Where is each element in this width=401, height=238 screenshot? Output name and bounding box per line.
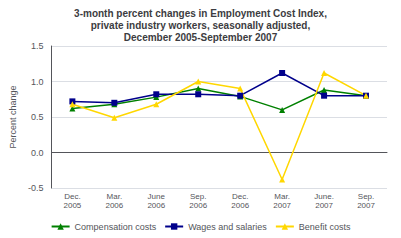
- svg-text:-0.5: -0.5: [28, 183, 44, 193]
- svg-text:Percent change: Percent change: [8, 85, 18, 148]
- svg-text:Mar.: Mar.: [107, 192, 123, 201]
- svg-text:Compensation costs: Compensation costs: [75, 222, 157, 232]
- svg-text:2006: 2006: [105, 201, 123, 210]
- svg-text:2007: 2007: [315, 201, 333, 210]
- svg-text:0.0: 0.0: [31, 148, 44, 158]
- svg-text:2006: 2006: [147, 201, 165, 210]
- svg-text:Wages and salaries: Wages and salaries: [188, 222, 267, 232]
- svg-text:Dec.: Dec.: [232, 192, 248, 201]
- svg-text:1.0: 1.0: [31, 77, 44, 87]
- svg-text:0.5: 0.5: [31, 112, 44, 122]
- svg-text:Benefit costs: Benefit costs: [299, 222, 351, 232]
- svg-text:1.5: 1.5: [31, 41, 44, 51]
- svg-text:Sep.: Sep.: [358, 192, 374, 201]
- svg-text:3-month percent changes in Emp: 3-month percent changes in Employment Co…: [74, 8, 327, 19]
- svg-text:June.: June.: [314, 192, 334, 201]
- svg-text:Dec.: Dec.: [64, 192, 80, 201]
- svg-text:Mar.: Mar.: [274, 192, 290, 201]
- svg-text:private industry workers, seas: private industry workers, seasonally adj…: [91, 20, 311, 31]
- svg-text:2005: 2005: [63, 201, 81, 210]
- svg-text:2006: 2006: [231, 201, 249, 210]
- svg-text:Sep.: Sep.: [190, 192, 206, 201]
- svg-text:December 2005-September 2007: December 2005-September 2007: [124, 32, 278, 43]
- svg-text:2006: 2006: [189, 201, 207, 210]
- svg-text:June: June: [148, 192, 166, 201]
- svg-text:2007: 2007: [357, 201, 375, 210]
- svg-text:2007: 2007: [273, 201, 291, 210]
